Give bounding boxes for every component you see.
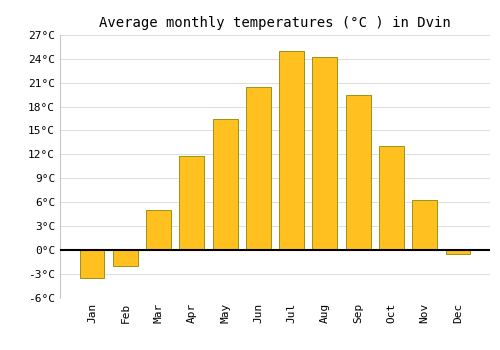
Bar — [412, 201, 437, 250]
Bar — [346, 94, 370, 250]
Bar — [212, 119, 238, 250]
Bar — [379, 146, 404, 250]
Bar — [312, 57, 338, 250]
Title: Average monthly temperatures (°C ) in Dvin: Average monthly temperatures (°C ) in Dv… — [99, 16, 451, 30]
Bar — [146, 210, 171, 250]
Bar — [180, 156, 204, 250]
Bar — [446, 250, 470, 254]
Bar — [113, 250, 138, 266]
Bar — [80, 250, 104, 278]
Bar — [279, 51, 304, 250]
Bar — [246, 87, 271, 250]
